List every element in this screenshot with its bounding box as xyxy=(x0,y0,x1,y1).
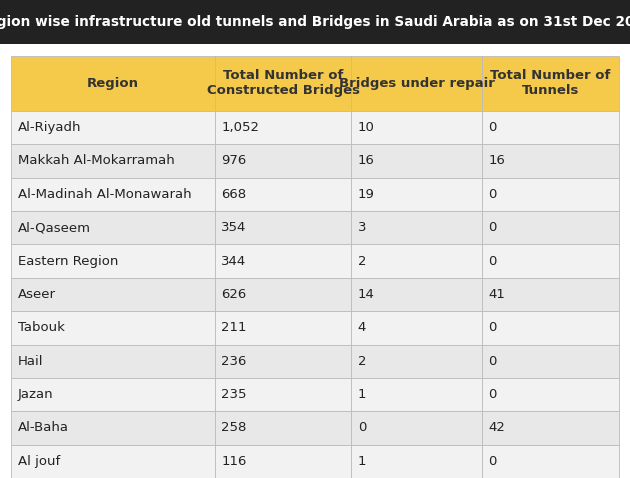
Bar xyxy=(352,311,482,345)
Bar xyxy=(0,0,630,44)
Text: 16: 16 xyxy=(358,154,375,167)
Bar xyxy=(482,56,619,111)
Bar xyxy=(11,244,215,278)
Text: Total Number of
Tunnels: Total Number of Tunnels xyxy=(490,69,610,98)
Text: 0: 0 xyxy=(488,188,496,201)
Bar xyxy=(11,111,215,144)
Text: 10: 10 xyxy=(358,121,375,134)
Text: 2: 2 xyxy=(358,355,366,368)
Text: Aseer: Aseer xyxy=(18,288,55,301)
Bar xyxy=(215,244,352,278)
Bar xyxy=(352,111,482,144)
Bar xyxy=(11,411,215,445)
Text: 258: 258 xyxy=(221,422,246,435)
Text: Total Number of
Constructed Bridges: Total Number of Constructed Bridges xyxy=(207,69,360,98)
Text: 668: 668 xyxy=(221,188,246,201)
Bar xyxy=(0,44,630,56)
Text: 211: 211 xyxy=(221,321,246,334)
Text: 41: 41 xyxy=(488,288,505,301)
Bar xyxy=(215,378,352,411)
Text: 0: 0 xyxy=(358,422,366,435)
Text: Al-Madinah Al-Monawarah: Al-Madinah Al-Monawarah xyxy=(18,188,192,201)
Text: 2: 2 xyxy=(358,255,366,268)
Text: 0: 0 xyxy=(488,221,496,234)
Bar xyxy=(482,244,619,278)
Text: Al-Baha: Al-Baha xyxy=(18,422,69,435)
Text: 344: 344 xyxy=(221,255,246,268)
Bar xyxy=(215,311,352,345)
Text: 354: 354 xyxy=(221,221,246,234)
Text: Al jouf: Al jouf xyxy=(18,455,60,468)
Bar xyxy=(352,445,482,478)
Text: 0: 0 xyxy=(488,455,496,468)
Bar xyxy=(352,378,482,411)
Text: 0: 0 xyxy=(488,321,496,334)
Text: 1,052: 1,052 xyxy=(221,121,259,134)
Bar xyxy=(11,311,215,345)
Bar xyxy=(11,144,215,178)
Text: Hail: Hail xyxy=(18,355,43,368)
Text: 14: 14 xyxy=(358,288,375,301)
Bar xyxy=(482,211,619,244)
Bar xyxy=(11,345,215,378)
Bar xyxy=(352,144,482,178)
Text: Makkah Al-Mokarramah: Makkah Al-Mokarramah xyxy=(18,154,175,167)
Bar xyxy=(215,144,352,178)
Bar xyxy=(482,345,619,378)
Text: 3: 3 xyxy=(358,221,366,234)
Bar xyxy=(352,178,482,211)
Text: 1: 1 xyxy=(358,455,366,468)
Bar xyxy=(352,345,482,378)
Text: 0: 0 xyxy=(488,121,496,134)
Bar xyxy=(11,56,215,111)
Bar xyxy=(352,278,482,311)
Bar xyxy=(215,56,352,111)
Bar xyxy=(215,178,352,211)
Bar xyxy=(482,378,619,411)
Text: 236: 236 xyxy=(221,355,246,368)
Bar xyxy=(482,445,619,478)
Bar xyxy=(215,345,352,378)
Bar xyxy=(482,278,619,311)
Text: 4: 4 xyxy=(358,321,366,334)
Bar xyxy=(215,278,352,311)
Text: Eastern Region: Eastern Region xyxy=(18,255,118,268)
Text: Tabouk: Tabouk xyxy=(18,321,64,334)
Bar xyxy=(482,111,619,144)
Text: Region wise infrastructure old tunnels and Bridges in Saudi Arabia as on 31st De: Region wise infrastructure old tunnels a… xyxy=(0,15,630,29)
Text: Al-Riyadh: Al-Riyadh xyxy=(18,121,81,134)
Bar xyxy=(352,56,482,111)
Bar xyxy=(352,244,482,278)
Text: 976: 976 xyxy=(221,154,246,167)
Text: 626: 626 xyxy=(221,288,246,301)
Text: 235: 235 xyxy=(221,388,246,401)
Text: 42: 42 xyxy=(488,422,505,435)
Bar xyxy=(11,445,215,478)
Bar xyxy=(482,411,619,445)
Bar xyxy=(482,178,619,211)
Text: 116: 116 xyxy=(221,455,246,468)
Text: Region: Region xyxy=(87,77,139,90)
Text: Bridges under repair: Bridges under repair xyxy=(339,77,495,90)
Bar xyxy=(11,211,215,244)
Text: 0: 0 xyxy=(488,255,496,268)
Text: Jazan: Jazan xyxy=(18,388,54,401)
Text: 1: 1 xyxy=(358,388,366,401)
Bar xyxy=(352,211,482,244)
Text: 0: 0 xyxy=(488,388,496,401)
Bar xyxy=(215,445,352,478)
Bar xyxy=(11,378,215,411)
Text: 16: 16 xyxy=(488,154,505,167)
Bar xyxy=(215,211,352,244)
Bar xyxy=(215,411,352,445)
Bar xyxy=(11,178,215,211)
Bar xyxy=(482,144,619,178)
Text: 0: 0 xyxy=(488,355,496,368)
Bar xyxy=(215,111,352,144)
Bar xyxy=(11,278,215,311)
Bar xyxy=(352,411,482,445)
Bar xyxy=(482,311,619,345)
Text: 19: 19 xyxy=(358,188,375,201)
Text: Al-Qaseem: Al-Qaseem xyxy=(18,221,91,234)
